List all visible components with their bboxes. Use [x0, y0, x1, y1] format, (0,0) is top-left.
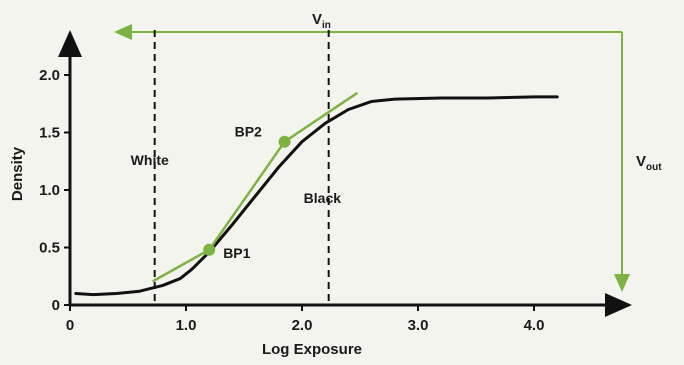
vout-label: Vout — [636, 153, 662, 173]
x-tick-label: 3.0 — [408, 317, 429, 334]
breakpoints-layer: BP1 BP2 — [203, 124, 291, 261]
x-tick-label: 2.0 — [292, 317, 313, 334]
ticks-layer: 0 1.0 2.0 3.0 4.0 0 0.5 1.0 1.5 2.0 — [39, 67, 544, 334]
y-tick-label: 0.5 — [39, 240, 60, 257]
x-tick-label: 4.0 — [524, 317, 545, 334]
x-axis-title: Log Exposure — [262, 341, 362, 358]
y-axis-title: Density — [9, 146, 26, 201]
vertical-line-label: White — [131, 152, 169, 168]
breakpoint-marker — [203, 243, 216, 256]
x-tick-label: 0 — [66, 317, 74, 334]
green-segment-line — [152, 248, 211, 283]
vertical-line-label: Black — [304, 190, 342, 206]
y-tick-label: 1.5 — [39, 125, 60, 142]
y-tick-label: 1.0 — [39, 182, 60, 199]
series-layer — [74, 92, 559, 297]
breakpoint-label: BP2 — [235, 124, 262, 140]
y-tick-label: 0 — [52, 297, 60, 314]
density-curve-line — [74, 95, 559, 297]
vertical-lines-layer: White Black — [131, 30, 342, 305]
breakpoint-label: BP1 — [223, 245, 250, 261]
green-segment-line — [283, 92, 358, 143]
x-tick-label: 1.0 — [176, 317, 197, 334]
breakpoint-marker — [278, 135, 291, 148]
vin-label: Vin — [312, 11, 331, 31]
green-segment-line — [207, 140, 286, 252]
y-tick-label: 2.0 — [39, 67, 60, 84]
